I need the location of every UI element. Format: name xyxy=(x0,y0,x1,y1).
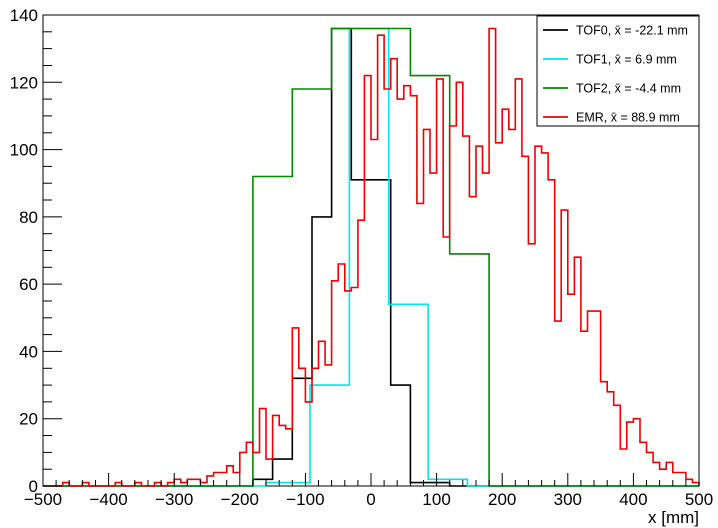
legend-box xyxy=(536,15,700,127)
legend-label-tof1: TOF1, x̄ = 6.9 mm xyxy=(576,53,677,67)
y-tick-label: 20 xyxy=(19,410,38,429)
y-tick-label: 0 xyxy=(29,477,38,496)
x-tick-label: 400 xyxy=(619,490,647,509)
x-tick-label: 0 xyxy=(366,490,375,509)
legend-label-emr: EMR, x̄ = 88.9 mm xyxy=(576,111,680,125)
x-tick-label: −100 xyxy=(286,490,324,509)
y-tick-labels: 0 20 40 60 80 100 120 140 xyxy=(10,6,38,496)
y-tick-label: 60 xyxy=(19,275,38,294)
y-tick-label: 120 xyxy=(10,73,38,92)
y-tick-label: 40 xyxy=(19,342,38,361)
y-tick-label: 80 xyxy=(19,208,38,227)
x-tick-label: −300 xyxy=(155,490,193,509)
x-tick-label: 500 xyxy=(685,490,713,509)
legend-label-tof0: TOF0, x̄ = -22.1 mm xyxy=(576,24,688,38)
legend-label-tof2: TOF2, x̄ = -4.4 mm xyxy=(576,82,681,96)
x-tick-label: −500 xyxy=(24,490,62,509)
x-tick-label: −200 xyxy=(221,490,259,509)
x-tick-label: 200 xyxy=(488,490,516,509)
histogram-line-tof2 xyxy=(43,27,699,487)
y-tick-label: 140 xyxy=(10,6,38,25)
axis-ticks xyxy=(42,14,700,487)
x-axis-title: x [mm] xyxy=(648,508,699,527)
x-tick-label: 100 xyxy=(422,490,450,509)
y-tick-label: 100 xyxy=(10,141,38,160)
x-tick-label: 300 xyxy=(554,490,582,509)
x-tick-label: −400 xyxy=(89,490,127,509)
legend: TOF0, x̄ = -22.1 mm TOF1, x̄ = 6.9 mm TOF2… xyxy=(536,15,700,127)
x-tick-labels: −500 −400 −300 −200 −100 0 100 200 300 400 500 xyxy=(24,490,713,509)
